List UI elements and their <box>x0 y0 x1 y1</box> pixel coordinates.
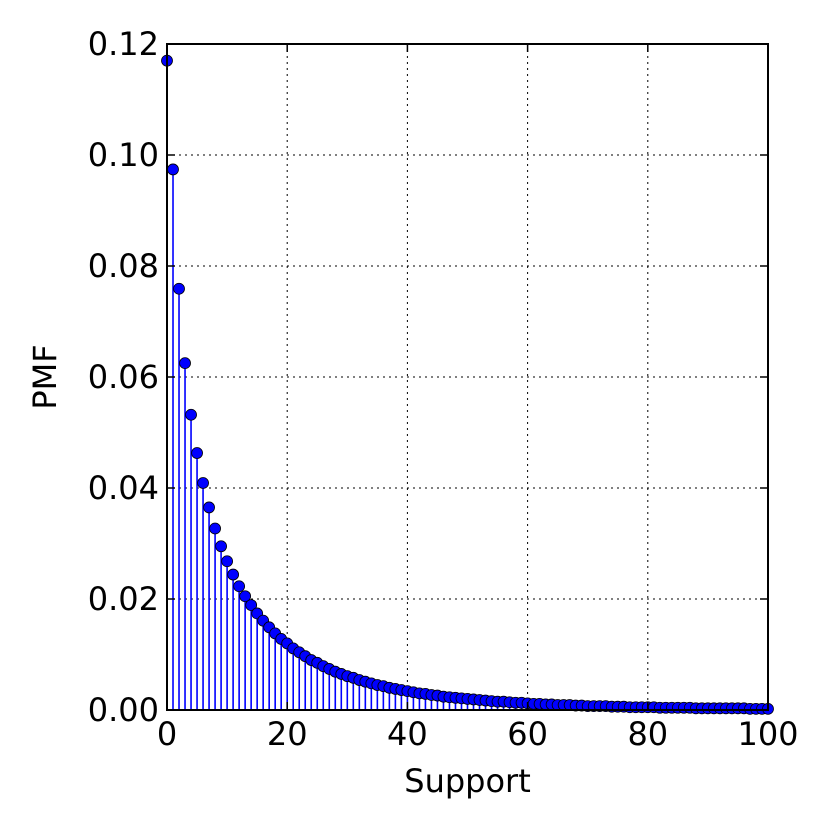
stem-marker <box>233 580 246 593</box>
x-tick-label: 80 <box>627 715 668 753</box>
stem-marker <box>191 447 203 459</box>
y-tick-label: 0.10 <box>88 136 159 174</box>
x-tick-label: 60 <box>507 715 548 753</box>
x-tick-label: 40 <box>387 715 428 753</box>
stem-marker <box>167 163 179 176</box>
y-tick-label: 0.02 <box>88 580 159 618</box>
stem-marker <box>185 408 197 421</box>
stem-marker <box>173 282 185 295</box>
y-tick-labels: 0.00 0.02 0.04 0.06 0.08 0.10 0.12 <box>88 25 159 729</box>
y-tick-label: 0.00 <box>88 691 159 729</box>
y-tick-label: 0.12 <box>88 25 159 63</box>
x-tick-label: 100 <box>737 715 798 753</box>
stem-marker <box>221 555 234 568</box>
y-tick-label: 0.06 <box>88 358 159 396</box>
stem-marker <box>239 590 252 603</box>
stem-marker <box>227 568 240 581</box>
stem-marker <box>197 477 209 489</box>
y-tick-label: 0.08 <box>88 247 159 285</box>
y-axis-label: PMF <box>26 344 64 409</box>
stem-marker <box>245 599 258 612</box>
axis-ticks <box>166 43 769 711</box>
stem-markers <box>161 54 774 715</box>
stem-marker <box>209 522 221 535</box>
x-tick-label: 0 <box>157 715 177 753</box>
stem-marker <box>215 540 227 553</box>
stem-marker <box>203 501 215 514</box>
grid-lines <box>167 44 768 710</box>
x-tick-label: 20 <box>267 715 308 753</box>
x-tick-labels: 0 20 40 60 80 100 <box>157 715 799 753</box>
stem-marker <box>179 357 191 370</box>
x-axis-label: Support <box>404 762 531 800</box>
y-tick-label: 0.04 <box>88 469 159 507</box>
